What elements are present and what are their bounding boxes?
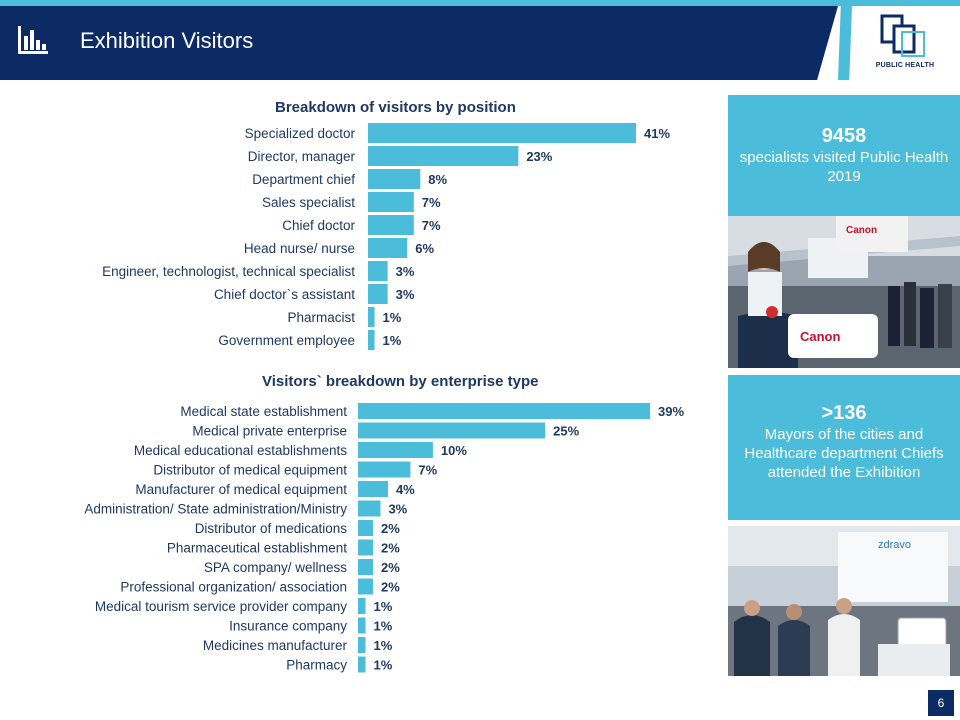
category-label: Insurance company (229, 619, 347, 634)
bar-chart-icon (18, 26, 48, 54)
category-label: Director, manager (248, 149, 356, 164)
value-label: 1% (383, 310, 402, 325)
bar (358, 578, 373, 595)
value-label: 2% (381, 541, 400, 556)
value-label: 7% (418, 463, 437, 478)
bar (368, 123, 636, 143)
category-label: Sales specialist (262, 195, 355, 210)
photo-canon-stand: Canon Canon (728, 216, 960, 368)
bar (358, 520, 373, 536)
value-label: 7% (422, 195, 441, 210)
category-label: Medicines manufacturer (203, 638, 348, 653)
stat-number: 9458 (821, 125, 867, 147)
bar (358, 637, 366, 653)
bar (368, 307, 375, 327)
bar (368, 330, 375, 350)
position-bar-chart: Specialized doctor 41% Director, manager 23… (102, 123, 670, 350)
category-label: Medical tourism service provider company (95, 599, 347, 614)
bar (368, 238, 408, 258)
value-label: 2% (381, 521, 400, 536)
category-label: Department chief (252, 172, 355, 187)
value-label: 6% (415, 241, 434, 256)
category-label: Medical educational establishments (134, 443, 347, 458)
enterprise-bar-chart: Medical state establishment 39% Medical pr… (84, 403, 684, 673)
bar (368, 215, 414, 235)
value-label: 4% (396, 482, 415, 497)
value-label: 1% (373, 619, 392, 634)
value-label: 2% (381, 580, 400, 595)
value-label: 1% (383, 333, 402, 348)
stat-text: specialists visited Public Health 2019 (739, 149, 949, 185)
bar (358, 559, 373, 575)
svg-text:Canon: Canon (800, 329, 841, 344)
bar (358, 656, 366, 673)
canon-sign: Canon (846, 225, 877, 236)
category-label: Specialized doctor (245, 126, 356, 141)
value-label: 8% (428, 172, 447, 187)
value-label: 7% (422, 218, 441, 233)
public-health-logo: PUBLIC HEALTH (860, 12, 950, 76)
stat-number: >136 (821, 402, 867, 424)
chart-title-position: Breakdown of visitors by position (275, 99, 516, 116)
category-label: Pharmaceutical establishment (167, 541, 347, 556)
bar (358, 617, 366, 634)
bar (368, 261, 388, 281)
value-label: 23% (526, 149, 552, 164)
bar (368, 284, 388, 304)
bar (368, 192, 414, 212)
category-label: Government employee (218, 333, 355, 348)
photo-zdravo-stand: zdravo (728, 526, 960, 676)
value-label: 25% (553, 424, 579, 439)
header-accent-stripe (838, 6, 852, 80)
bar (358, 598, 366, 614)
stat-box-specialists: 9458 specialists visited Public Health 2… (728, 95, 960, 216)
category-label: Manufacturer of medical equipment (135, 482, 347, 497)
bar (358, 461, 411, 478)
bar (358, 481, 388, 497)
value-label: 1% (373, 599, 392, 614)
bar (358, 500, 381, 517)
value-label: 1% (373, 658, 392, 673)
bar (358, 422, 546, 439)
value-label: 10% (441, 443, 467, 458)
header-bar (0, 6, 838, 80)
value-label: 41% (644, 126, 670, 141)
value-label: 3% (396, 287, 415, 302)
bar (358, 539, 373, 556)
bar (358, 442, 433, 458)
category-label: Pharmacist (287, 310, 355, 325)
category-label: Distributor of medications (195, 521, 348, 536)
page-title: Exhibition Visitors (80, 28, 254, 53)
value-label: 2% (381, 560, 400, 575)
value-label: 39% (658, 404, 684, 419)
category-label: SPA company/ wellness (204, 560, 347, 575)
chart-title-enterprise: Visitors` breakdown by enterprise type (262, 373, 539, 390)
category-label: Head nurse/ nurse (244, 241, 355, 256)
category-label: Professional organization/ association (120, 580, 347, 595)
category-label: Administration/ State administration/Min… (84, 502, 347, 517)
category-label: Pharmacy (286, 658, 347, 673)
logo-text: PUBLIC HEALTH (875, 62, 935, 69)
page-number: 6 (928, 690, 954, 716)
category-label: Chief doctor`s assistant (214, 287, 355, 302)
bar (368, 169, 421, 189)
category-label: Chief doctor (282, 218, 355, 233)
category-label: Engineer, technologist, technical specia… (102, 264, 355, 279)
value-label: 3% (396, 264, 415, 279)
zdravo-sign: zdravo (878, 539, 911, 551)
value-label: 1% (373, 638, 392, 653)
bar (358, 403, 650, 419)
stat-box-mayors: >136 Mayors of the cities and Healthcare… (728, 375, 960, 520)
category-label: Medical private enterprise (192, 424, 347, 439)
category-label: Distributor of medical equipment (153, 463, 347, 478)
top-accent-line (0, 0, 960, 6)
stat-text: Mayors of the cities and Healthcare depa… (744, 426, 944, 481)
bar (368, 146, 519, 166)
category-label: Medical state establishment (180, 404, 347, 419)
value-label: 3% (388, 502, 407, 517)
